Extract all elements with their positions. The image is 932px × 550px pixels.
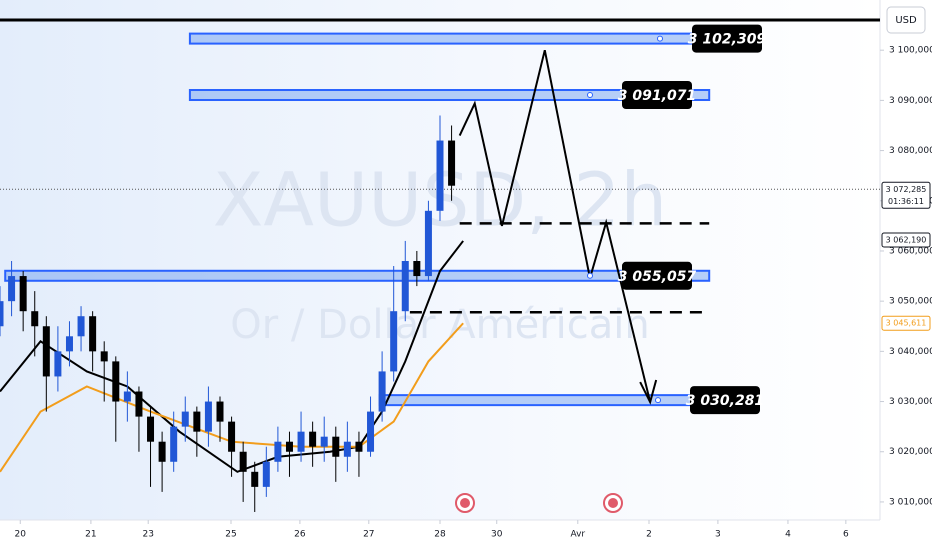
x-tick-label: 4	[785, 530, 791, 540]
candle-body	[77, 316, 85, 337]
x-tick-label: 21	[85, 530, 96, 540]
y-tick-label: 3 060,000	[889, 246, 932, 256]
candle-body	[19, 276, 27, 312]
zone-handle	[655, 397, 661, 404]
candle-body	[424, 210, 432, 277]
x-tick-label: Avr	[570, 530, 585, 540]
candle-body	[193, 411, 201, 432]
y-tick-label: 3 010,000	[889, 497, 932, 507]
event-icons	[455, 493, 623, 513]
price-label: 3 045,611	[886, 319, 927, 328]
candle-body	[135, 391, 143, 417]
candle-body	[0, 301, 4, 327]
watermark-subtitle: Or / Dollar Américain	[230, 302, 649, 348]
candle-body	[170, 426, 178, 462]
zone-handle	[587, 92, 593, 99]
candle-body	[181, 411, 189, 427]
x-tick-label: 2	[646, 530, 652, 540]
zone	[188, 32, 711, 45]
price-label-box	[881, 181, 931, 209]
zone-handle	[657, 35, 663, 42]
candle-body	[31, 311, 39, 327]
candle-body	[320, 436, 328, 447]
zone-label-box	[622, 81, 692, 110]
candle-body	[89, 316, 97, 352]
price-label-box	[881, 315, 931, 331]
candle-body	[367, 411, 375, 452]
price-label-box	[881, 232, 931, 248]
zone-label: 3 055,057	[618, 269, 697, 285]
candle-body	[343, 441, 351, 457]
candle-body	[8, 276, 16, 302]
candle-body	[332, 436, 340, 457]
candle-body	[413, 261, 421, 277]
zone-label-box	[690, 386, 760, 415]
x-tick-label: 3	[715, 530, 721, 540]
price-label: 3 062,190	[886, 235, 927, 244]
candle-body	[448, 140, 456, 186]
candle-body	[216, 401, 224, 422]
currency-button[interactable]	[886, 6, 926, 34]
candle-body	[390, 311, 398, 372]
candle-body	[54, 351, 62, 377]
moving-average	[0, 322, 464, 473]
candle-body	[297, 431, 305, 452]
x-tick-label: 28	[434, 530, 446, 540]
y-tick-label: 3 050,000	[889, 297, 932, 307]
candle-body	[65, 336, 73, 352]
currency-label[interactable]: USD	[895, 15, 917, 26]
x-tick-label: 30	[491, 530, 503, 540]
candle-body	[274, 441, 282, 462]
x-tick-label: 27	[363, 530, 374, 540]
candle-body	[147, 416, 155, 442]
candle-body	[158, 441, 166, 462]
zone-label: 3 030,281	[686, 393, 764, 409]
x-tick-label: 26	[294, 530, 306, 540]
price-countdown: 01:36:11	[888, 197, 924, 206]
x-tick-label: 25	[225, 530, 236, 540]
plot-background	[0, 0, 880, 520]
candle-body	[204, 401, 212, 432]
candle-body	[251, 471, 259, 487]
candle-body	[309, 431, 317, 447]
y-tick-label: 3 020,000	[889, 447, 932, 457]
projection-path	[458, 49, 652, 403]
x-tick-label: 6	[843, 530, 849, 540]
candle-body	[436, 140, 444, 211]
x-tick-label: 23	[142, 530, 153, 540]
zone	[188, 89, 711, 102]
zone-label: 3 091,071	[618, 88, 696, 104]
zone	[4, 269, 711, 282]
y-tick-label: 3 030,000	[889, 397, 932, 407]
zone-label-box	[692, 24, 762, 53]
candle-body	[112, 361, 120, 402]
zone-label: 3 102,309	[688, 32, 767, 48]
y-tick-label: 3 080,000	[889, 146, 932, 156]
candle-body	[228, 421, 236, 452]
candle-body	[42, 326, 50, 377]
candle-body	[378, 371, 386, 412]
y-tick-label: 3 040,000	[889, 347, 932, 357]
candle-body	[239, 451, 247, 472]
candle-body	[100, 351, 108, 362]
candle-body	[262, 461, 270, 487]
zone-handle	[587, 272, 593, 279]
y-tick-label: 3 090,000	[889, 96, 932, 106]
candle-body	[123, 391, 131, 402]
price-axis	[880, 0, 932, 550]
zone-label-box	[622, 261, 692, 290]
candle-body	[401, 261, 409, 312]
candle-body	[285, 441, 293, 452]
projection-arrowhead	[639, 379, 658, 405]
price-label: 3 072,285	[886, 185, 927, 194]
y-tick-label: 3 100,000	[889, 46, 932, 56]
x-tick-label: 20	[15, 530, 27, 540]
candle-body	[355, 441, 363, 452]
